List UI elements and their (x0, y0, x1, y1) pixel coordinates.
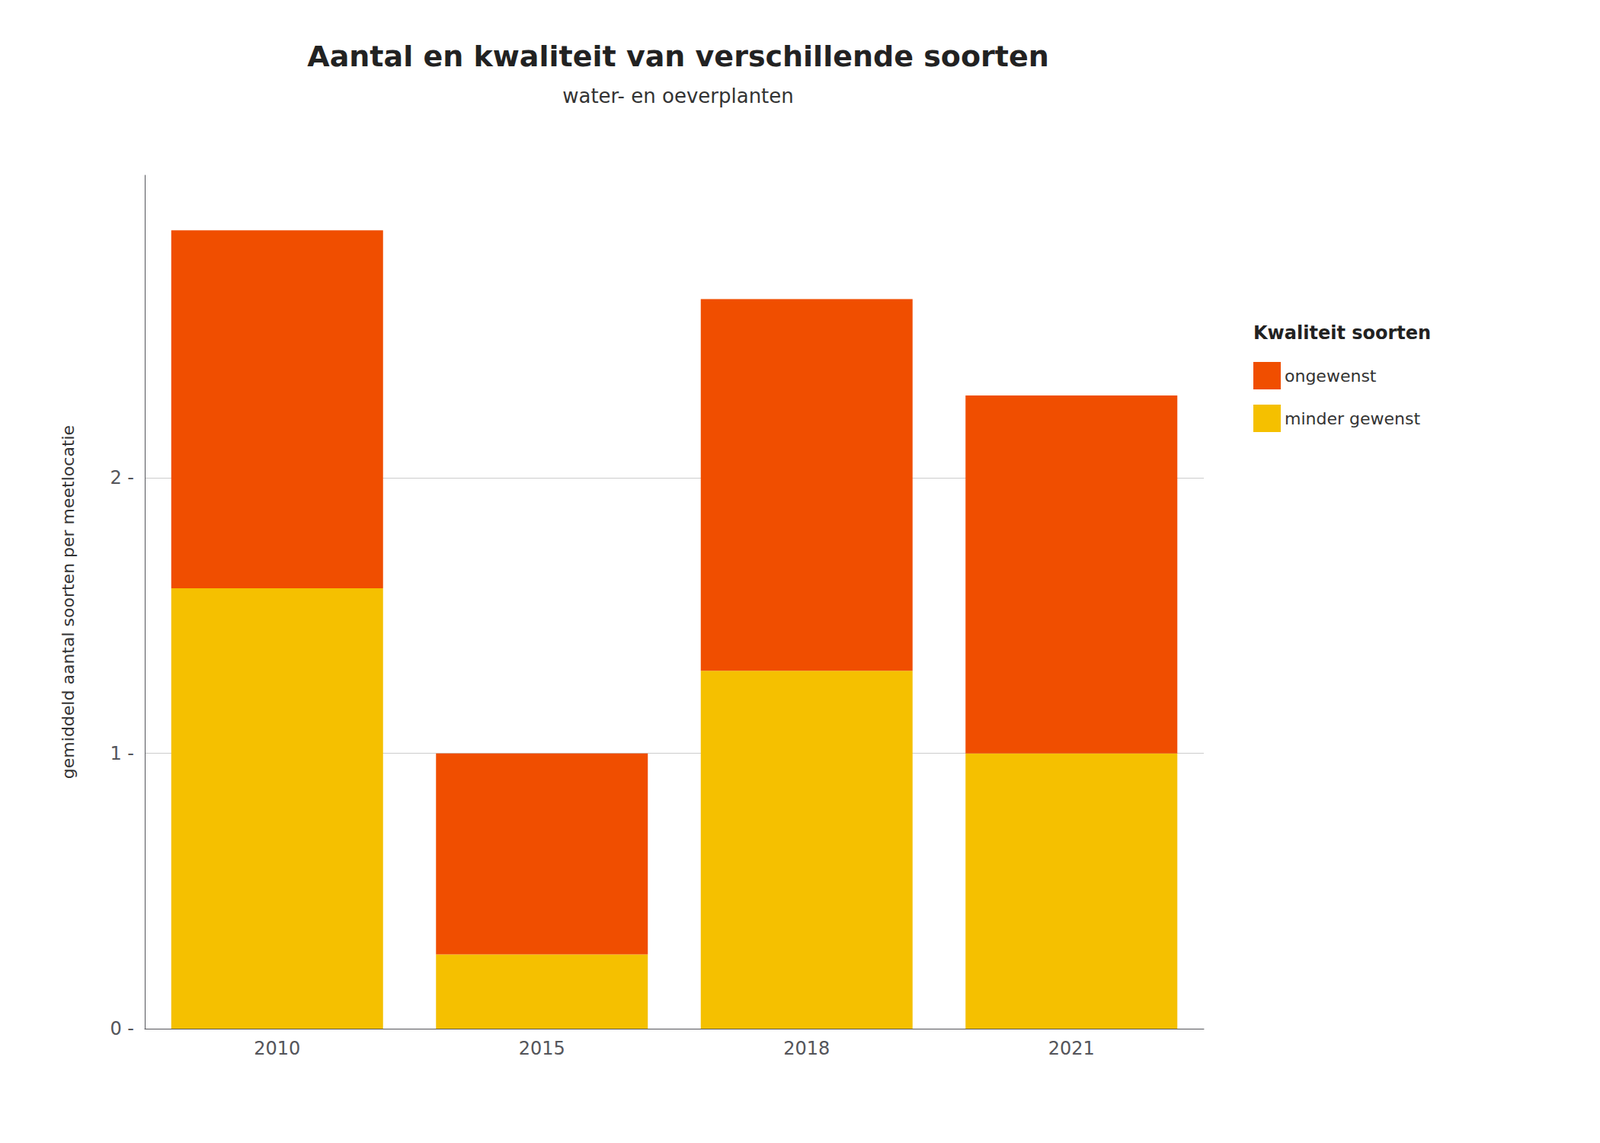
svg-text:2021: 2021 (1048, 1037, 1095, 1060)
svg-text:water- en oeverplanten: water- en oeverplanten (562, 84, 794, 108)
svg-text:Kwaliteit soorten: Kwaliteit soorten (1253, 322, 1431, 344)
svg-text:Aantal en kwaliteit van versch: Aantal en kwaliteit van verschillende so… (307, 39, 1050, 74)
svg-text:2018: 2018 (783, 1037, 830, 1060)
svg-text:0 -: 0 - (109, 1017, 135, 1040)
svg-text:1 -: 1 - (109, 742, 135, 765)
svg-text:2 -: 2 - (109, 467, 135, 489)
svg-text:minder gewenst: minder gewenst (1284, 409, 1421, 429)
svg-text:ongewenst: ongewenst (1284, 366, 1377, 386)
svg-text:gemiddeld aantal soorten per m: gemiddeld aantal soorten per meetlocatie (58, 425, 78, 779)
svg-text:2010: 2010 (253, 1037, 301, 1060)
svg-text:2015: 2015 (518, 1037, 566, 1060)
